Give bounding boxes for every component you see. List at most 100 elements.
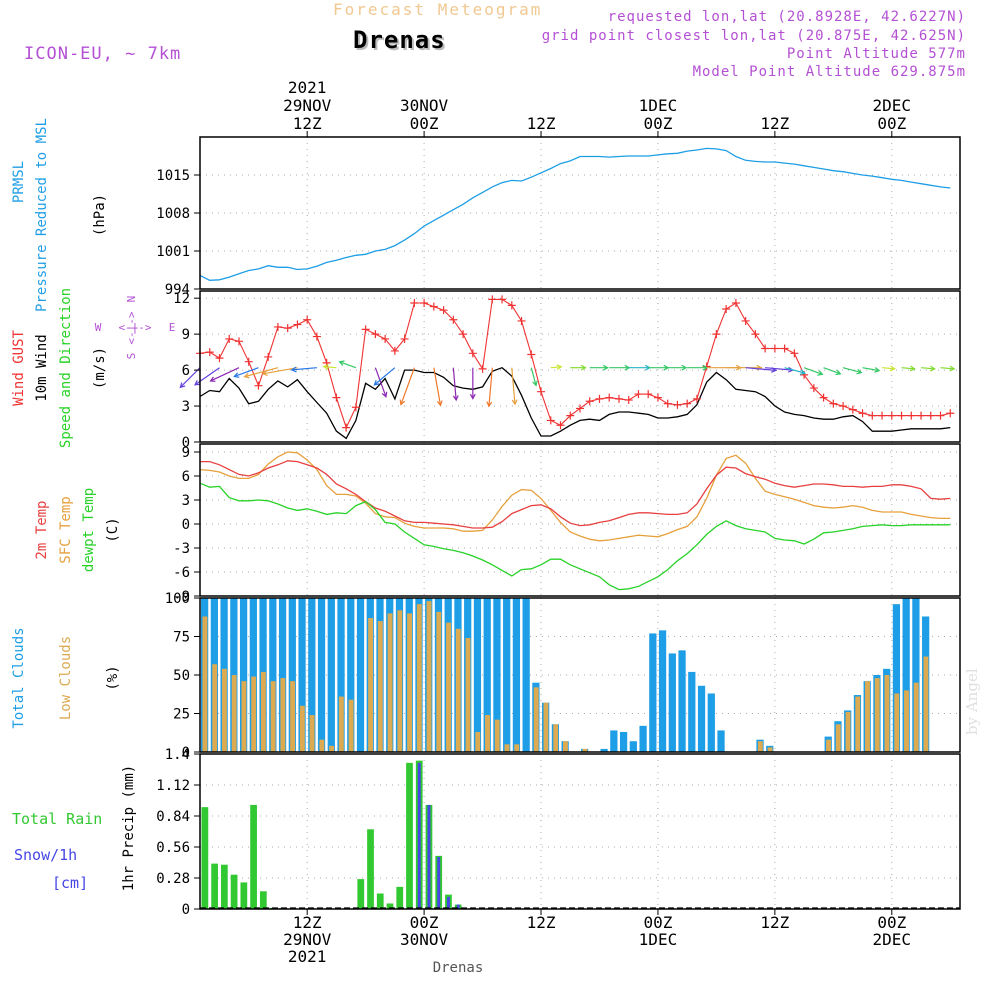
pressure-line bbox=[199, 147, 951, 281]
total-clouds-bar bbox=[892, 604, 901, 752]
gust-marker bbox=[624, 396, 633, 405]
wind-vector-head bbox=[436, 400, 443, 407]
low-clouds-bar bbox=[319, 739, 325, 752]
wind-vector-head bbox=[322, 364, 329, 370]
low-clouds-bar bbox=[874, 678, 880, 752]
compass-north: N bbox=[125, 296, 138, 303]
gust-marker bbox=[273, 322, 282, 331]
gust-marker bbox=[537, 387, 546, 396]
time-label-bottom: 00Z bbox=[877, 913, 906, 932]
y-tick-label: 3 bbox=[182, 399, 190, 415]
wind-vector-head bbox=[452, 395, 459, 402]
time-label-top: 00Z bbox=[877, 114, 906, 133]
y-tick-label: 3 bbox=[182, 493, 190, 509]
gust-marker bbox=[858, 409, 867, 418]
gust-marker bbox=[498, 295, 507, 304]
low-clouds-bar bbox=[865, 681, 870, 752]
rain-bar bbox=[201, 807, 209, 909]
chart-title: Drenas bbox=[353, 26, 446, 54]
low-clouds-bar bbox=[553, 724, 559, 752]
frame-layer bbox=[194, 131, 961, 915]
wind-vector-head bbox=[338, 360, 345, 366]
time-label-bottom: 12Z bbox=[527, 913, 556, 932]
low-clouds-bar bbox=[504, 744, 510, 752]
rain-bar bbox=[406, 762, 413, 909]
wind-vector-head bbox=[909, 365, 916, 372]
y-tick-label: 0.84 bbox=[156, 809, 190, 825]
y-tick-label: 6 bbox=[182, 363, 190, 379]
gust-marker bbox=[244, 357, 253, 366]
wind-vector bbox=[179, 367, 201, 388]
panel-frame bbox=[199, 443, 961, 597]
panel-frame bbox=[199, 753, 961, 910]
gust-marker bbox=[848, 405, 857, 414]
low-clouds-bar bbox=[221, 668, 227, 752]
y-tick-label: 25 bbox=[173, 707, 190, 723]
total-clouds-bar bbox=[239, 598, 248, 752]
time-label-top: 12Z bbox=[527, 114, 556, 133]
gust-marker bbox=[780, 344, 789, 353]
wind-vector bbox=[210, 367, 240, 382]
low-clouds-bar bbox=[563, 741, 568, 752]
low-clouds-bar bbox=[475, 731, 481, 752]
temp-label-sfc: SFC Temp bbox=[58, 496, 74, 563]
gust-marker bbox=[342, 423, 351, 432]
low-clouds-bar bbox=[260, 671, 266, 752]
time-label-bottom: 29NOV bbox=[283, 930, 332, 949]
gust-marker bbox=[420, 298, 429, 307]
gust-marker bbox=[312, 332, 321, 341]
wind-vector-head bbox=[532, 380, 538, 387]
wind-vector bbox=[784, 367, 806, 374]
low-clouds-bar bbox=[465, 638, 471, 752]
total-clouds-bar bbox=[512, 598, 521, 752]
gust-marker bbox=[605, 393, 614, 402]
temp-label-dewpt: dewpt Temp bbox=[81, 488, 97, 572]
total-clouds-bar bbox=[658, 630, 667, 752]
wind-label-direction: Speed and Direction bbox=[58, 288, 74, 448]
y-tick-label: 0 bbox=[182, 435, 190, 451]
gust-marker bbox=[917, 411, 926, 420]
total-clouds-bar bbox=[298, 598, 306, 752]
low-clouds-bar bbox=[894, 693, 900, 752]
rain-bar bbox=[386, 903, 394, 909]
low-clouds-bar bbox=[913, 682, 919, 752]
label-layer: PRMSL Pressure Reduced to MSL (hPa) Wind… bbox=[11, 78, 911, 976]
wind-vector bbox=[745, 367, 776, 371]
total-clouds-bar bbox=[697, 685, 706, 752]
gust-marker bbox=[215, 354, 224, 363]
wind-speed-line bbox=[199, 366, 951, 440]
rain-bar bbox=[211, 863, 218, 909]
snow-bar bbox=[456, 904, 460, 909]
total-clouds-bar bbox=[327, 598, 335, 752]
gust-marker bbox=[790, 349, 799, 358]
wind-vector bbox=[842, 367, 862, 374]
low-clouds-bar bbox=[377, 621, 383, 752]
panel-frame bbox=[199, 136, 961, 290]
gust-marker bbox=[225, 334, 234, 343]
total-clouds-bar bbox=[912, 598, 920, 752]
gust-marker bbox=[576, 404, 584, 413]
wind-vector bbox=[194, 367, 220, 386]
time-label-top: 12Z bbox=[293, 114, 322, 133]
y-tick-label: 0.28 bbox=[156, 871, 190, 887]
gust-marker bbox=[809, 384, 818, 393]
wind-vector bbox=[400, 367, 415, 405]
low-clouds-bar bbox=[582, 748, 588, 752]
wind-vector bbox=[291, 367, 317, 371]
low-clouds-bar bbox=[767, 747, 773, 752]
time-label-bottom: 2DEC bbox=[873, 930, 912, 949]
rain-bar bbox=[396, 886, 404, 909]
gust-marker bbox=[722, 304, 731, 313]
snow-bar bbox=[437, 856, 441, 909]
gust-marker bbox=[634, 390, 643, 399]
wind-vector bbox=[881, 367, 895, 370]
gust-marker bbox=[507, 301, 516, 310]
gust-marker bbox=[449, 315, 458, 324]
grid-layer bbox=[200, 137, 960, 910]
wind-vector-head bbox=[511, 399, 518, 406]
gust-marker bbox=[644, 390, 653, 399]
wind-vector-head bbox=[381, 391, 388, 398]
gust-marker bbox=[926, 411, 935, 420]
wind-vector bbox=[339, 361, 357, 369]
wind-vector bbox=[511, 367, 516, 405]
